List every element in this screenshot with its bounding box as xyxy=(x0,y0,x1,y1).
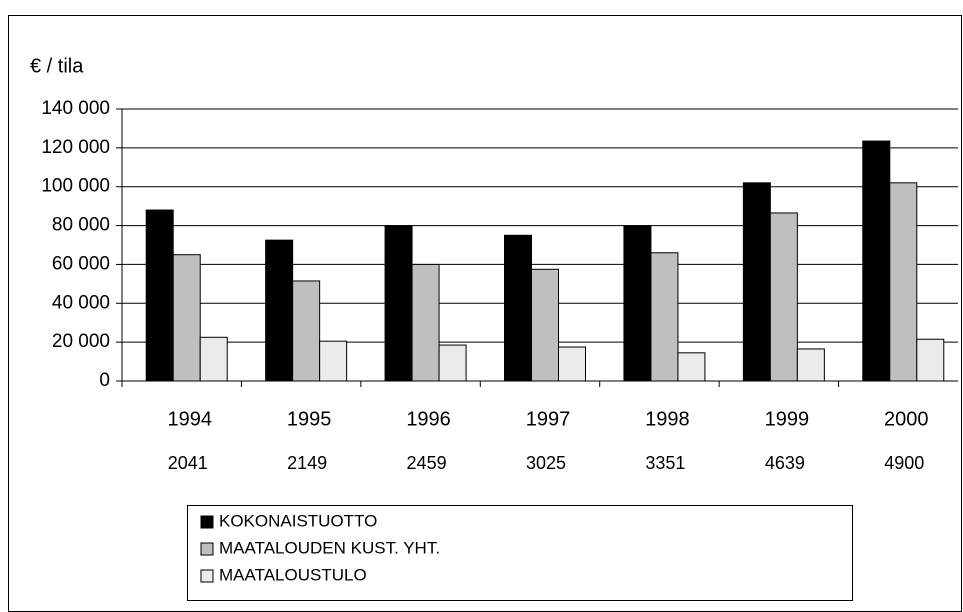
bar xyxy=(265,239,294,382)
x-tick-label: 1994 xyxy=(167,408,212,430)
legend-box xyxy=(187,505,853,601)
bar xyxy=(650,252,679,382)
x-sublabel: 2149 xyxy=(287,453,327,473)
bar xyxy=(862,140,891,382)
y-tick-label: 80 000 xyxy=(52,215,110,236)
x-tick-label: 1995 xyxy=(287,408,332,430)
bar xyxy=(199,336,228,382)
bar xyxy=(438,344,467,382)
bar xyxy=(531,268,559,382)
bar xyxy=(623,225,652,382)
y-tick-label: 140 000 xyxy=(41,98,110,119)
legend-label: MAATALOUSTULO xyxy=(219,565,367,584)
bar xyxy=(411,263,440,382)
legend-swatch xyxy=(200,569,214,583)
x-sublabel: 3025 xyxy=(526,453,566,473)
x-sublabel: 2041 xyxy=(168,453,208,473)
y-tick-label: 0 xyxy=(99,370,110,391)
bar xyxy=(292,280,321,382)
bar xyxy=(145,209,174,382)
bar xyxy=(916,338,945,382)
x-tick-label: 2000 xyxy=(884,408,929,430)
y-tick-label: 100 000 xyxy=(41,176,110,197)
bar xyxy=(677,352,706,382)
x-tick-label: 1998 xyxy=(645,408,690,430)
y-tick-label: 120 000 xyxy=(41,137,110,158)
x-sublabel: 3351 xyxy=(645,453,685,473)
bar xyxy=(769,212,798,382)
x-sublabel: 2459 xyxy=(407,453,447,473)
bar xyxy=(172,254,201,382)
x-sublabel: 4639 xyxy=(765,453,805,473)
bar xyxy=(384,225,413,382)
y-axis-label: € / tila xyxy=(30,55,84,77)
legend-label: MAATALOUDEN KUST. YHT. xyxy=(219,538,440,557)
bar xyxy=(742,182,771,382)
bar xyxy=(504,234,532,382)
x-tick-label: 1999 xyxy=(765,408,810,430)
bar xyxy=(796,348,825,382)
bar xyxy=(889,182,918,382)
x-tick-label: 1997 xyxy=(526,408,571,430)
x-tick-label: 1996 xyxy=(406,408,451,430)
legend-swatch xyxy=(200,515,214,529)
legend-swatch xyxy=(200,542,214,556)
bar xyxy=(319,340,348,382)
y-tick-label: 60 000 xyxy=(52,253,110,274)
y-tick-label: 20 000 xyxy=(52,331,110,352)
y-tick-label: 40 000 xyxy=(52,292,110,313)
legend-label: KOKONAISTUOTTO xyxy=(219,511,377,530)
x-sublabel: 4900 xyxy=(884,453,924,473)
bar xyxy=(558,346,586,382)
